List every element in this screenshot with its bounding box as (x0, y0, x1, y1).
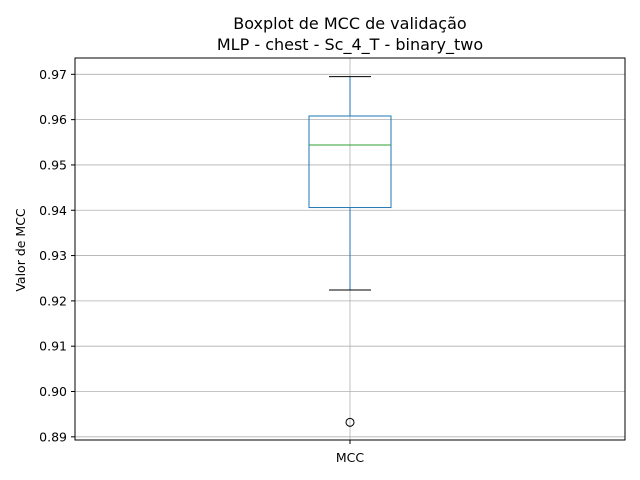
y-tick-label-5: 0.94 (39, 203, 67, 218)
chart-title-line-1: Boxplot de MCC de validação (233, 14, 466, 33)
chart-title-line-2: MLP - chest - Sc_4_T - binary_two (217, 35, 483, 55)
y-tick-label-1: 0.90 (39, 384, 67, 399)
outlier-point-0 (345, 417, 355, 427)
y-tick-label-4: 0.93 (39, 248, 67, 263)
axis-ticks: 0.89 0.90 0.91 0.92 0.93 0.94 0.95 0.96 0.97 MCC (39, 67, 364, 465)
y-tick-label-3: 0.92 (39, 293, 67, 308)
y-tick-label-6: 0.95 (39, 157, 67, 172)
y-axis-label: Valor de MCC (13, 208, 28, 292)
y-tick-label-7: 0.96 (39, 112, 67, 127)
iqr-box (308, 115, 392, 209)
y-tick-label-0: 0.89 (39, 429, 67, 444)
y-tick-label-2: 0.91 (39, 339, 67, 354)
y-tick-label-8: 0.97 (39, 67, 67, 82)
box-layer (308, 76, 392, 427)
x-tick-label-0: MCC (336, 450, 365, 465)
